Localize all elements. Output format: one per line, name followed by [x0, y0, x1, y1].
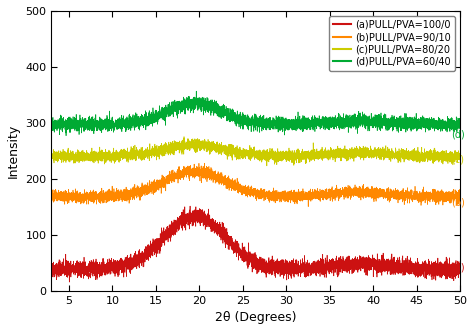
Legend: (a)PULL/PVA=100/0, (b)PULL/PVA=90/10, (c)PULL/PVA=80/20, (d)PULL/PVA=60/40: (a)PULL/PVA=100/0, (b)PULL/PVA=90/10, (c… [329, 16, 455, 71]
Text: (a): (a) [451, 262, 465, 272]
Text: (b): (b) [451, 197, 465, 207]
X-axis label: 2θ (Degrees): 2θ (Degrees) [215, 311, 297, 324]
Text: (c): (c) [451, 154, 465, 164]
Text: (d): (d) [451, 129, 465, 139]
Y-axis label: Intensity: Intensity [7, 124, 20, 178]
